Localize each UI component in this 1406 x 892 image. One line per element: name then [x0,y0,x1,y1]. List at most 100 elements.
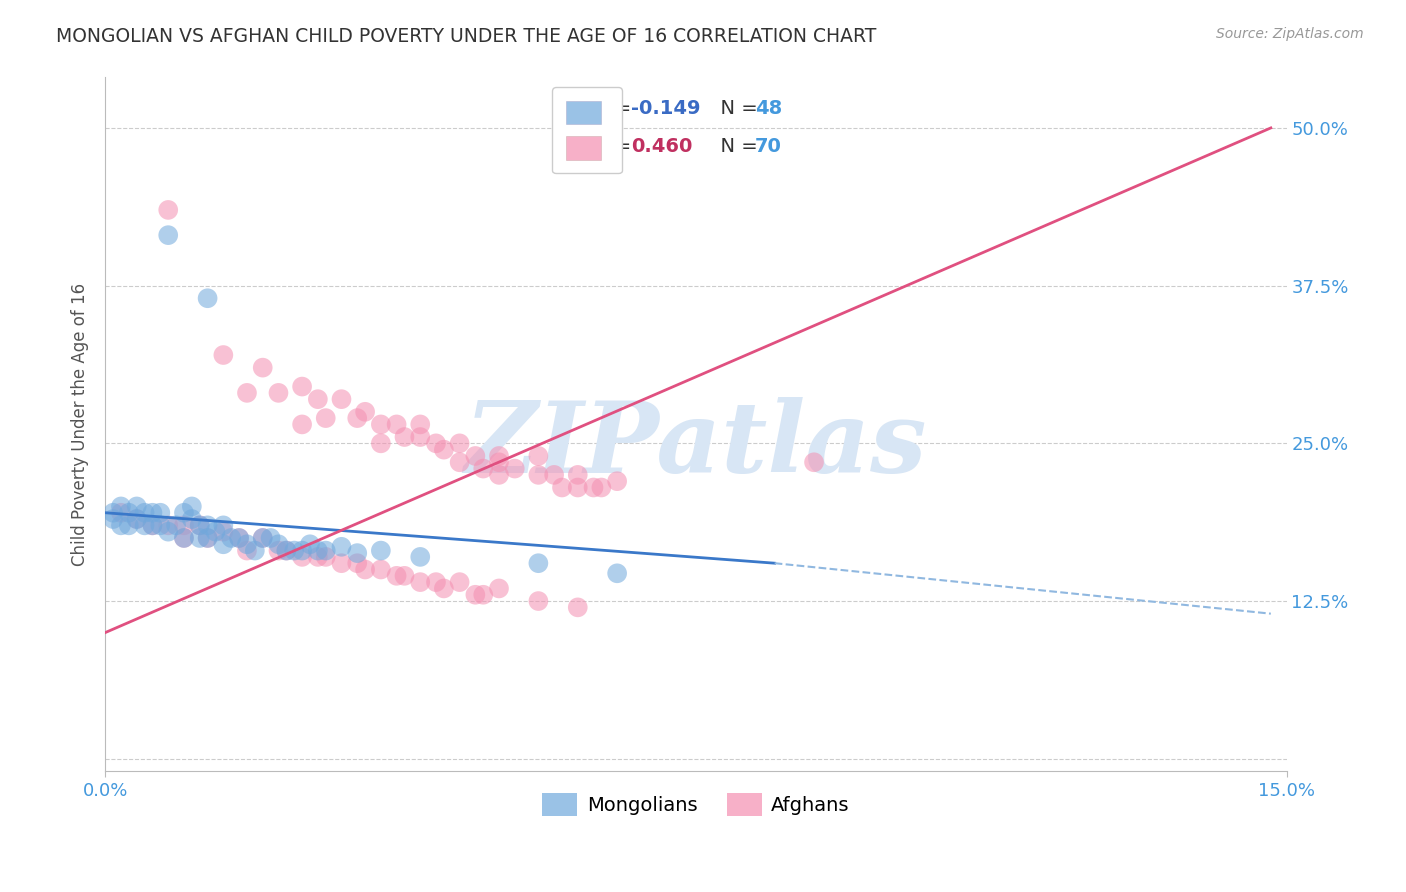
Point [236,543,259,558]
Point [307,392,329,407]
Point [173,531,195,545]
Point [503,461,526,475]
Point [180,512,202,526]
Text: 0.460: 0.460 [631,137,692,156]
Point [354,405,377,419]
Point [173,518,195,533]
Point [425,575,447,590]
Point [110,506,132,520]
Point [134,518,156,533]
Text: ZIPatlas: ZIPatlas [465,397,927,493]
Point [197,531,219,545]
Point [449,455,471,469]
Text: 48: 48 [755,99,782,118]
Text: Source: ZipAtlas.com: Source: ZipAtlas.com [1216,27,1364,41]
Point [449,575,471,590]
Point [307,549,329,564]
Point [543,467,565,482]
Point [315,411,337,425]
Point [551,481,574,495]
Text: MONGOLIAN VS AFGHAN CHILD POVERTY UNDER THE AGE OF 16 CORRELATION CHART: MONGOLIAN VS AFGHAN CHILD POVERTY UNDER … [56,27,876,45]
Point [125,512,148,526]
Point [291,417,314,432]
Point [283,543,305,558]
Point [267,543,290,558]
Point [433,582,456,596]
Point [212,524,235,539]
Point [134,506,156,520]
Point [472,461,495,475]
Text: N =: N = [707,137,763,156]
Point [606,474,628,488]
Text: R =: R = [596,137,638,156]
Point [276,543,298,558]
Point [488,467,510,482]
Point [298,537,321,551]
Point [409,430,432,444]
Point [188,518,211,533]
Point [141,518,163,533]
Point [330,392,353,407]
Point [591,481,613,495]
Point [173,531,195,545]
Point [212,518,235,533]
Point [180,500,202,514]
Point [252,531,274,545]
Point [409,417,432,432]
Point [157,202,180,217]
Point [567,600,589,615]
Point [346,411,368,425]
Point [606,566,628,581]
Point [110,500,132,514]
Point [385,417,408,432]
Point [488,449,510,463]
Point [291,549,314,564]
Point [409,575,432,590]
Y-axis label: Child Poverty Under the Age of 16: Child Poverty Under the Age of 16 [72,283,89,566]
Point [157,518,180,533]
Point [165,518,187,533]
Point [464,449,486,463]
Point [488,455,510,469]
Point [197,518,219,533]
Point [141,506,163,520]
Point [330,540,353,554]
Point [803,455,825,469]
Point [425,436,447,450]
Legend: Mongolians, Afghans: Mongolians, Afghans [534,785,858,824]
Point [582,481,605,495]
Point [567,481,589,495]
Point [118,506,141,520]
Point [370,562,392,576]
Point [567,467,589,482]
Point [291,543,314,558]
Point [188,531,211,545]
Point [409,549,432,564]
Point [118,518,141,533]
Point [252,531,274,545]
Point [110,518,132,533]
Point [464,588,486,602]
Point [252,360,274,375]
Point [204,524,226,539]
Point [276,543,298,558]
Point [315,543,337,558]
Text: N =: N = [707,99,763,118]
Point [472,588,495,602]
Text: 70: 70 [755,137,782,156]
Point [236,537,259,551]
Point [370,417,392,432]
Point [259,531,281,545]
Point [385,569,408,583]
Point [173,506,195,520]
Point [291,379,314,393]
Point [527,594,550,608]
Point [157,228,180,243]
Point [346,556,368,570]
Point [527,467,550,482]
Point [243,543,266,558]
Point [157,524,180,539]
Point [267,537,290,551]
Point [149,518,172,533]
Text: -0.149: -0.149 [631,99,700,118]
